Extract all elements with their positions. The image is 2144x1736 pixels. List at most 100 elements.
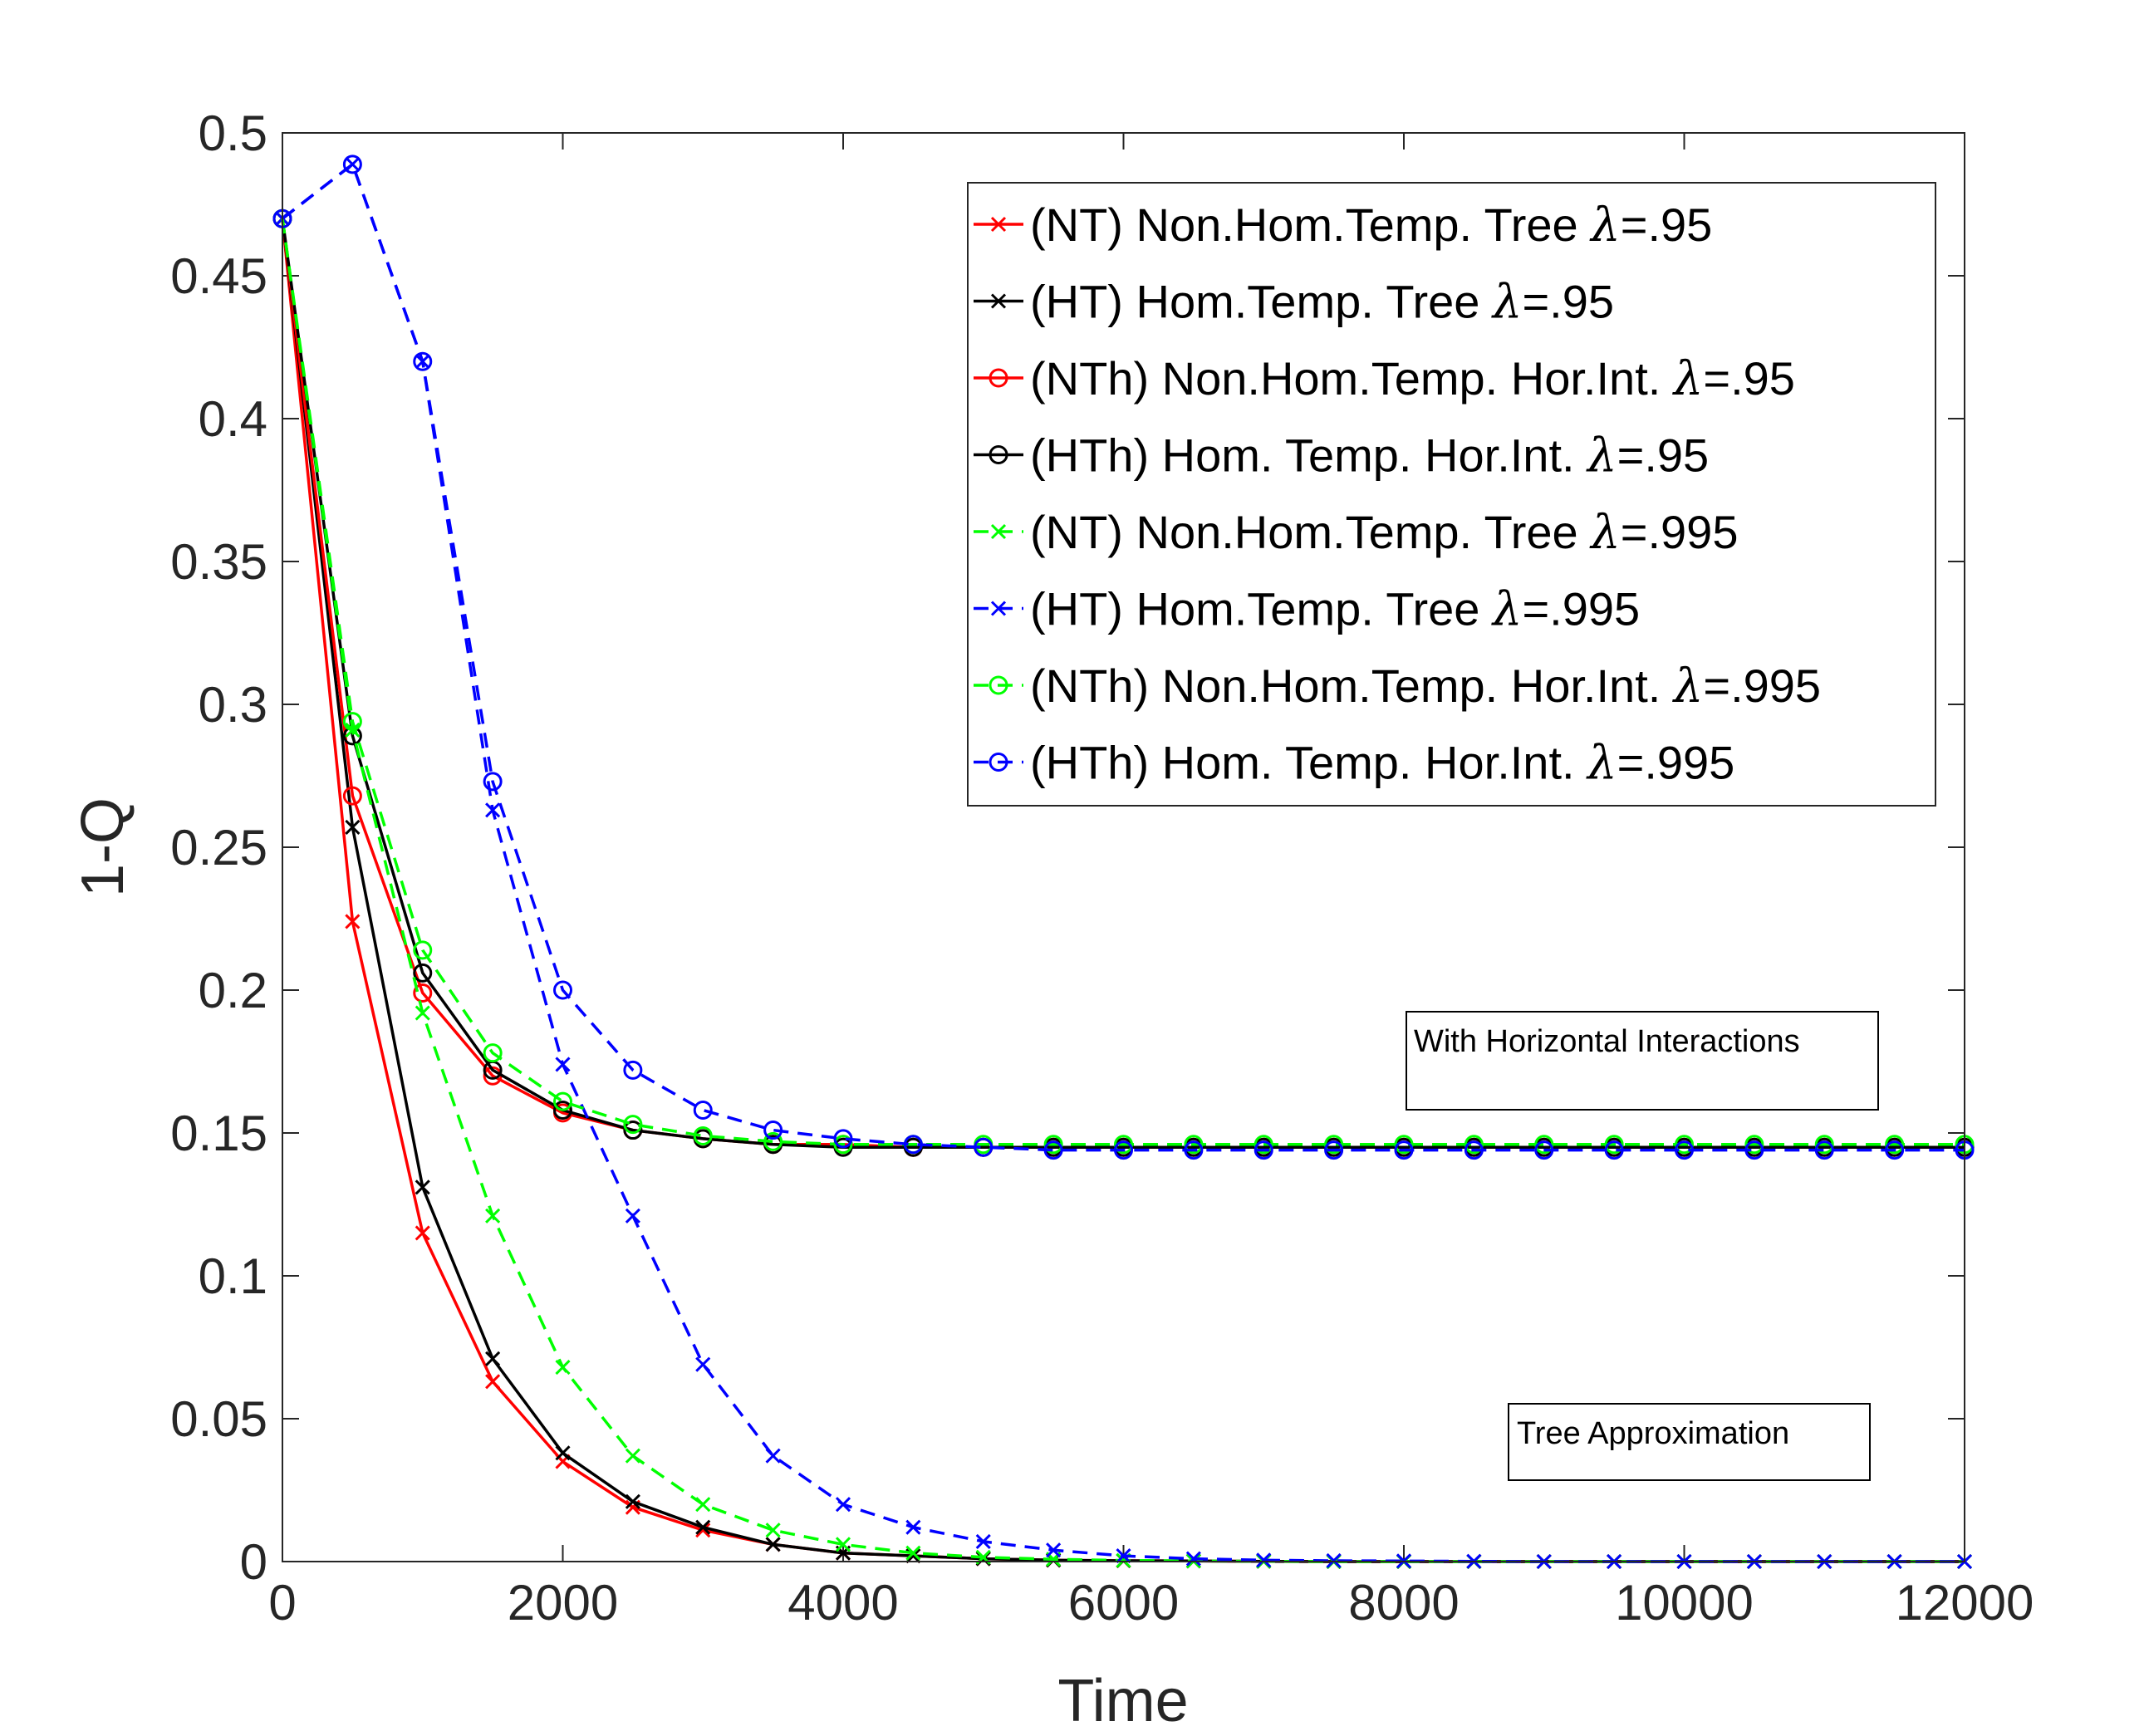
data-point [625, 1493, 640, 1509]
data-point [1464, 1135, 1484, 1155]
x-tick-label: 8000 [1348, 1575, 1459, 1631]
data-point [835, 1497, 851, 1513]
legend-entry: (HTh) Hom. Temp. Hor.Int. λ=.995 [974, 737, 1734, 791]
data-point [1114, 1140, 1133, 1160]
data-point [1185, 1551, 1201, 1567]
data-point [1324, 1140, 1344, 1160]
legend: (NT) Non.Hom.Temp. Tree λ=.95 (HT) Hom.Te… [967, 182, 1936, 807]
data-point [975, 1533, 991, 1549]
x-tick-label: 0 [268, 1575, 296, 1631]
data-point [485, 802, 501, 818]
data-point [345, 914, 361, 929]
series-8 [272, 154, 1975, 1160]
legend-label: (NTh) Non.Hom.Temp. Hor.Int. λ=.95 [1030, 352, 1795, 406]
data-point [765, 1523, 781, 1538]
data-point [485, 1208, 501, 1224]
data-point [974, 1137, 994, 1157]
data-point [1256, 1552, 1272, 1568]
y-tick-label: 0.45 [170, 248, 267, 304]
legend-entry: (HT) Hom.Temp. Tree λ=.95 [974, 276, 1614, 330]
data-point [1675, 1140, 1694, 1160]
legend-label: (NT) Non.Hom.Temp. Tree λ=.95 [1030, 199, 1712, 253]
data-point [695, 1356, 711, 1372]
data-point [763, 1121, 783, 1140]
data-point [415, 1179, 430, 1195]
data-point [555, 1445, 571, 1461]
data-point [625, 1448, 640, 1464]
y-tick-label: 0.25 [170, 820, 267, 875]
annotation-horizontal-interactions: With Horizontal Interactions [1406, 1011, 1879, 1111]
annotation-box [1508, 1403, 1871, 1481]
legend-label: (HT) Hom.Temp. Tree λ=.995 [1030, 583, 1640, 637]
data-point [1254, 1140, 1273, 1160]
data-point [1394, 1135, 1414, 1155]
data-point [1326, 1552, 1342, 1569]
legend-marker [990, 216, 1007, 233]
data-point [625, 1208, 640, 1224]
data-point [1324, 1135, 1344, 1155]
data-point [623, 1060, 643, 1080]
y-tick-label: 0.1 [199, 1248, 267, 1304]
data-point [903, 1135, 923, 1155]
data-point [413, 983, 433, 1003]
legend-label: (NTh) Non.Hom.Temp. Hor.Int. λ=.995 [1030, 660, 1821, 714]
y-axis-label: 1-Q [70, 797, 136, 897]
data-point [693, 1125, 713, 1145]
x-tick-label: 4000 [787, 1575, 898, 1631]
data-point [623, 1115, 643, 1135]
legend-label: (NT) Non.Hom.Temp. Tree λ=.995 [1030, 506, 1738, 560]
data-point [553, 980, 572, 1000]
data-point [1394, 1140, 1414, 1160]
legend-entry: (HTh) Hom. Temp. Hor.Int. λ=.95 [974, 429, 1709, 483]
x-tick-label: 10000 [1615, 1575, 1754, 1631]
legend-marker [990, 293, 1007, 309]
data-point [1464, 1140, 1484, 1160]
data-point [695, 1497, 711, 1513]
y-tick-label: 0.3 [199, 677, 267, 733]
data-point [485, 1351, 501, 1366]
legend-marker [989, 368, 1008, 388]
y-tick-label: 0.15 [170, 1106, 267, 1161]
data-point [623, 1121, 643, 1140]
data-point [695, 1519, 711, 1535]
data-point [835, 1537, 851, 1552]
x-tick-label: 6000 [1068, 1575, 1179, 1631]
annotation-box [1406, 1011, 1879, 1111]
data-point [342, 154, 362, 174]
data-point [342, 712, 362, 732]
x-tick-label: 12000 [1896, 1575, 2034, 1631]
y-tick-label: 0 [240, 1534, 267, 1590]
data-point [1744, 1140, 1764, 1160]
data-point [1814, 1140, 1834, 1160]
legend-marker [989, 675, 1008, 695]
data-point [765, 1537, 781, 1552]
annotation-tree-approximation: Tree Approximation [1508, 1403, 1871, 1481]
data-point [1604, 1135, 1624, 1155]
annotation-text: Tree Approximation [1517, 1416, 1789, 1451]
y-tick-label: 0.5 [199, 105, 267, 161]
series-layer [272, 154, 1975, 1570]
data-point [1885, 1135, 1905, 1155]
data-point [765, 1448, 781, 1464]
data-point [763, 1131, 783, 1151]
legend-label: (HT) Hom.Temp. Tree λ=.95 [1030, 276, 1614, 330]
data-point [483, 1043, 503, 1063]
data-point [833, 1129, 853, 1149]
data-point [833, 1135, 853, 1155]
data-point [1814, 1135, 1834, 1155]
tick-labels: 0 2000 4000 6000 8000 10000 12000 0 0.05 0.1 0.15 0… [170, 105, 2034, 1631]
data-point [413, 963, 433, 983]
data-point [1043, 1135, 1063, 1155]
plot-frame [282, 132, 1965, 1562]
x-axis-label: Time [1057, 1668, 1188, 1734]
data-point [1254, 1135, 1273, 1155]
legend-label: (HTh) Hom. Temp. Hor.Int. λ=.995 [1030, 737, 1734, 791]
legend-marker [990, 523, 1007, 540]
data-point [553, 1091, 572, 1111]
data-point [413, 940, 433, 960]
x-tick-label: 2000 [508, 1575, 618, 1631]
legend-box [967, 182, 1936, 807]
data-point [1744, 1135, 1764, 1155]
data-point [485, 1374, 501, 1390]
legend-entry: (NT) Non.Hom.Temp. Tree λ=.995 [974, 506, 1738, 560]
